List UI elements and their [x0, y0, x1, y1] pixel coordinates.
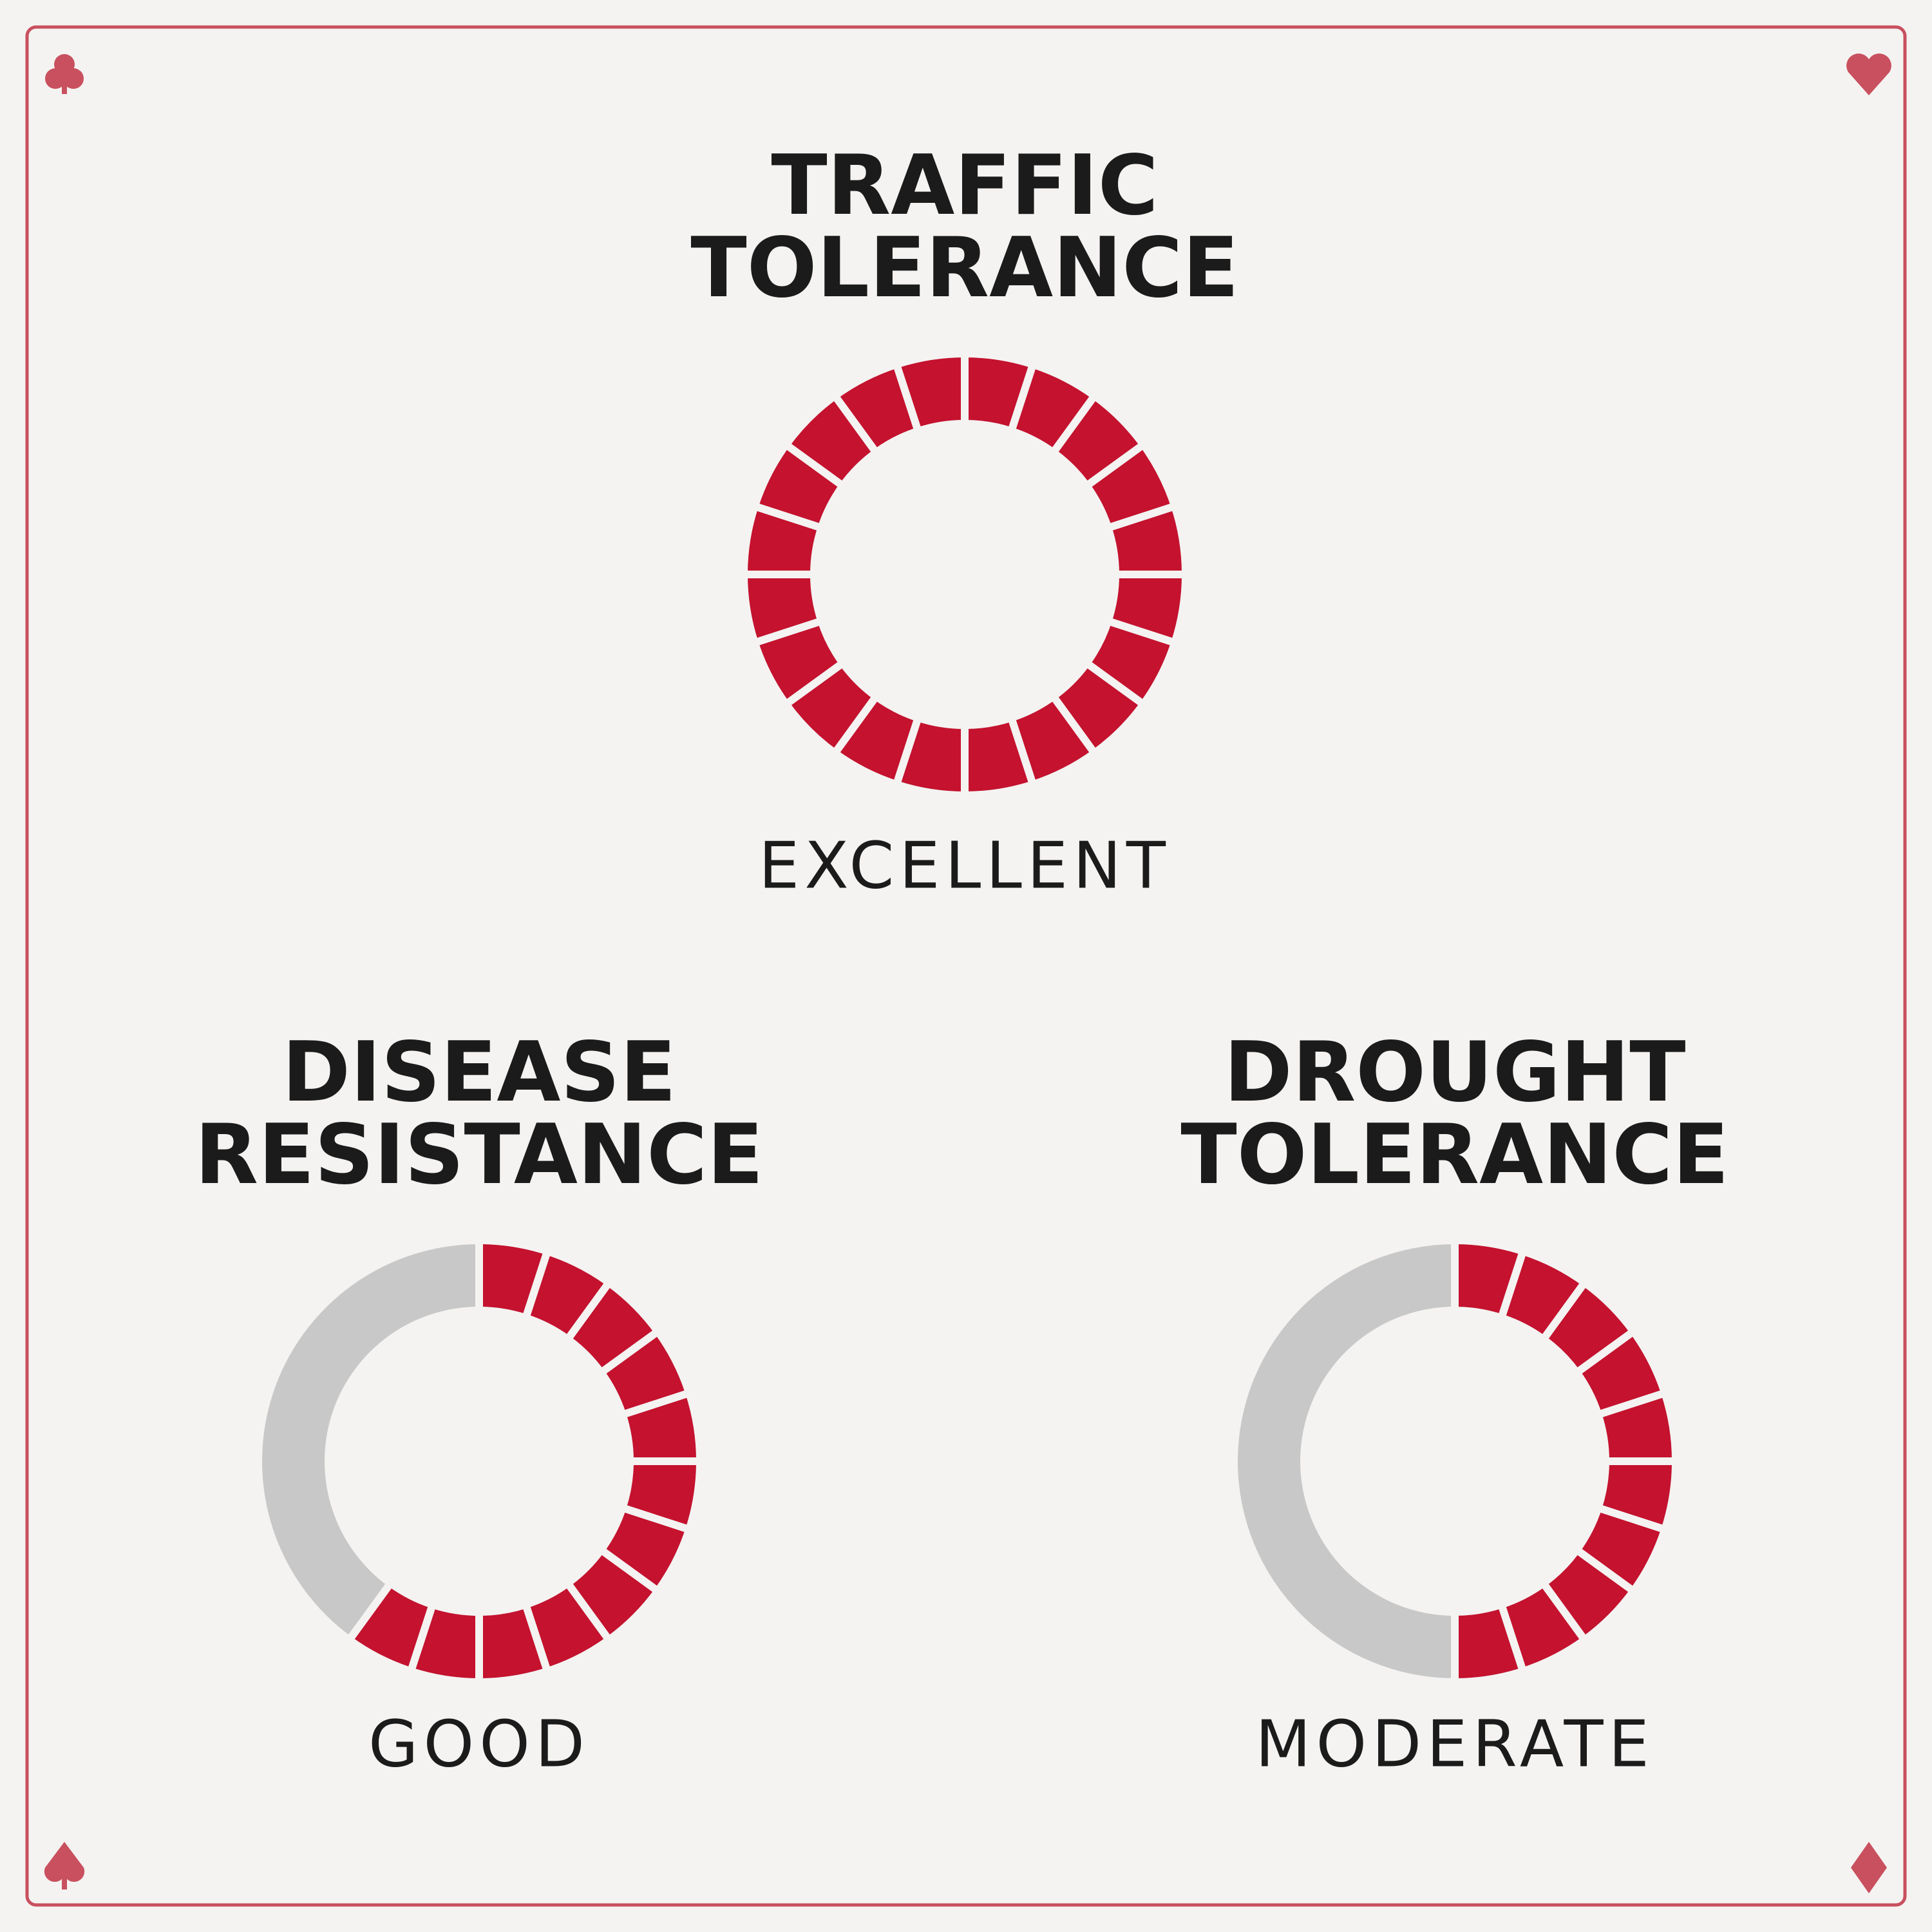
segment-gap — [754, 502, 822, 531]
segment-gap — [1540, 1582, 1587, 1642]
heart-icon — [1846, 53, 1891, 95]
segment-gap — [1498, 1604, 1527, 1672]
gauge-title: DISEASE — [282, 1025, 676, 1121]
gauge-segment — [1012, 368, 1093, 450]
gauge-title: RESISTANCE — [195, 1107, 764, 1203]
gauge-segment — [1580, 1333, 1662, 1414]
gauge-segment — [570, 1285, 655, 1370]
segment-gap — [832, 394, 879, 454]
segment-gap — [346, 1582, 393, 1642]
gauge-segment — [837, 368, 917, 450]
gauge-segment — [1546, 1285, 1631, 1370]
segment-gap — [754, 618, 822, 647]
gauge-segment — [789, 665, 874, 750]
segment-gap — [1085, 660, 1145, 707]
gauge-segment — [758, 446, 840, 527]
segment-gap — [1598, 1504, 1665, 1533]
card-border — [25, 25, 1907, 1907]
segment-gap — [622, 1389, 690, 1418]
segment-gap — [1085, 442, 1145, 489]
gauge-rating: GOOD — [368, 1706, 590, 1781]
segment-gap — [522, 1251, 551, 1318]
gauge-segment — [604, 1333, 686, 1414]
gauge-segment — [1502, 1586, 1583, 1668]
segment-gap — [622, 1504, 690, 1533]
segment-gap — [784, 442, 844, 489]
gauge-title: TOLERANCE — [1180, 1107, 1728, 1203]
segment-gap — [1540, 1281, 1587, 1341]
segment-gap — [1008, 717, 1037, 785]
segment-gap — [1108, 502, 1175, 531]
segment-gap — [1050, 394, 1097, 454]
gauge-rating: MODERATE — [1255, 1706, 1654, 1781]
gauge-segment — [604, 1509, 686, 1589]
segment-gap — [600, 1329, 659, 1376]
segment-gap — [1008, 364, 1037, 431]
gauge-title: TRAFFIC — [771, 138, 1158, 234]
gauge-segment — [351, 1586, 431, 1668]
segment-gap — [407, 1604, 436, 1672]
corner-suits — [44, 53, 1891, 1893]
segment-gap — [565, 1281, 612, 1341]
segment-gap — [1108, 618, 1175, 647]
segment-gap — [784, 660, 844, 707]
gauge-segment — [837, 699, 917, 781]
gauge-segment — [1056, 665, 1141, 750]
gauge-segment — [1056, 399, 1141, 484]
gauge-segment — [1546, 1552, 1631, 1637]
segment-gap — [893, 364, 922, 431]
segment-gap — [522, 1604, 551, 1672]
gauge-segment — [758, 622, 840, 703]
gauge-segment — [527, 1255, 607, 1336]
gauge-title: DROUGHT — [1224, 1025, 1685, 1121]
gauge-title: TOLERANCE — [690, 220, 1238, 316]
segment-gap — [1575, 1329, 1635, 1376]
gauge-segment — [1012, 699, 1093, 781]
gauge-segment — [570, 1552, 655, 1637]
segment-gap — [832, 695, 879, 755]
segment-gap — [893, 717, 922, 785]
segment-gap — [1050, 695, 1097, 755]
segment-gap — [565, 1582, 612, 1642]
gauge-segment — [1580, 1509, 1662, 1589]
gauge-segment — [1502, 1255, 1583, 1336]
segment-gap — [1498, 1251, 1527, 1318]
club-icon — [45, 54, 84, 94]
segment-gap — [1598, 1389, 1665, 1418]
gauge-segment — [1090, 446, 1171, 527]
gauge-segment — [527, 1586, 607, 1668]
gauge-segment — [1090, 622, 1171, 703]
segment-gap — [1575, 1547, 1635, 1594]
gauge-rating: EXCELLENT — [759, 828, 1171, 903]
gauge-remainder — [262, 1244, 479, 1637]
gauge-remainder — [1237, 1244, 1455, 1678]
spade-icon — [44, 1842, 85, 1889]
diamond-icon — [1851, 1842, 1887, 1893]
gauge-segment — [789, 399, 874, 484]
segment-gap — [600, 1547, 659, 1594]
